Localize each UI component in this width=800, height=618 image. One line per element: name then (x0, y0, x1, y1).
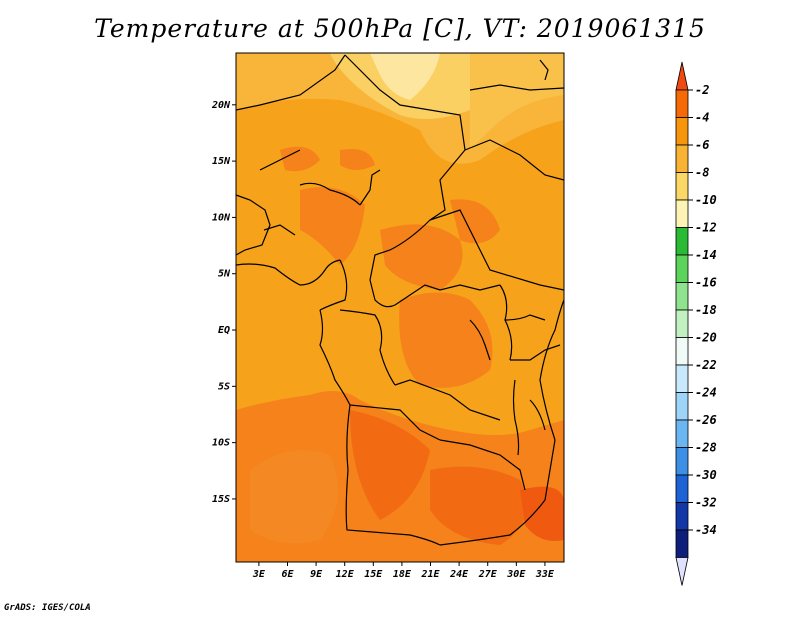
lon-tick-label: 18E (393, 569, 412, 580)
country-borders (235, 54, 565, 546)
lat-tick-label: 10S (212, 438, 230, 449)
lon-tick-label: 6E (281, 569, 294, 580)
map-title: Temperature at 500hPa [C], VT: 201906131… (94, 14, 706, 43)
lat-tick-label: 10N (212, 212, 231, 223)
colorbar-label: -2 (695, 83, 709, 97)
colorbar-label: -8 (695, 166, 709, 180)
colorbar-label: -16 (695, 276, 717, 290)
colorbar-swatch (675, 89, 689, 118)
map-frame (235, 52, 565, 563)
colorbar-top-arrow (675, 61, 689, 91)
lat-tick-label: 5S (218, 381, 230, 392)
colorbar-swatch (675, 474, 689, 503)
latitude-axis: 20N 15N 10N 5N EQ 5S 10S 15S (211, 100, 236, 505)
lon-tick-label: 27E (478, 569, 498, 580)
lat-tick-label: 20N (211, 100, 231, 111)
lat-tick-label: 5N (218, 269, 231, 280)
colorbar-swatch (675, 199, 689, 228)
colorbar-swatch (675, 502, 689, 531)
colorbar-swatch (675, 117, 689, 146)
colorbar-label: -28 (695, 441, 717, 455)
lon-tick-label: 3E (252, 569, 266, 580)
colorbar-swatch (675, 227, 689, 256)
lon-tick-label: 15E (364, 569, 383, 580)
grads-credit: GrADS: IGES/COLA (4, 603, 91, 613)
lat-tick-label: 15S (212, 494, 230, 505)
lon-tick-label: 24E (449, 569, 469, 580)
colorbar-label: -24 (695, 386, 717, 400)
colorbar-label: -4 (695, 111, 709, 125)
colorbar-swatch (675, 529, 689, 558)
colorbar-swatch (675, 419, 689, 448)
temperature-field (236, 53, 564, 562)
colorbar-swatch (675, 392, 689, 421)
colorbar-label: -26 (695, 413, 717, 427)
lat-tick-label: EQ (218, 325, 230, 336)
colorbar-label: -6 (695, 138, 709, 152)
lat-tick-label: 15N (212, 156, 231, 167)
colorbar-swatch (675, 254, 689, 283)
colorbar-swatch (675, 364, 689, 393)
lon-tick-label: 33E (535, 569, 555, 580)
colorbar-label: -22 (695, 358, 717, 372)
colorbar-label: -34 (695, 523, 717, 537)
colorbar-label: -14 (695, 248, 717, 262)
lon-tick-label: 12E (336, 569, 355, 580)
lon-tick-label: 30E (506, 569, 526, 580)
lon-tick-label: 9E (310, 569, 323, 580)
colorbar-label: -12 (695, 221, 717, 235)
colorbar-swatch (675, 282, 689, 311)
colorbar: -2 -4 -6 -8 -10 -12 -14 -16 -18 -20 -22 -24 -26 -28 -3… (675, 61, 717, 586)
colorbar-swatch (675, 447, 689, 476)
colorbar-label: -10 (695, 193, 717, 207)
longitude-axis: 3E 6E 9E 12E 15E 18E 21E 24E 27E 30E 33E (252, 562, 555, 580)
colorbar-swatch (675, 144, 689, 173)
colorbar-swatch (675, 172, 689, 201)
colorbar-label: -18 (695, 303, 717, 317)
lon-tick-label: 21E (420, 569, 440, 580)
colorbar-swatch (675, 337, 689, 366)
colorbar-label: -20 (695, 331, 717, 345)
colorbar-label: -32 (695, 496, 717, 510)
colorbar-swatch (675, 309, 689, 338)
colorbar-label: -30 (695, 468, 717, 482)
colorbar-bottom-arrow (675, 557, 689, 586)
